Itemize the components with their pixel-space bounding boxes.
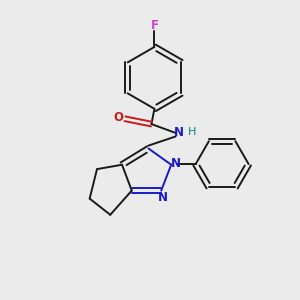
Text: N: N xyxy=(158,191,168,204)
Text: N: N xyxy=(171,157,181,170)
Text: N: N xyxy=(174,126,184,139)
Text: H: H xyxy=(188,127,196,137)
Text: F: F xyxy=(150,19,158,32)
Text: O: O xyxy=(113,111,124,124)
